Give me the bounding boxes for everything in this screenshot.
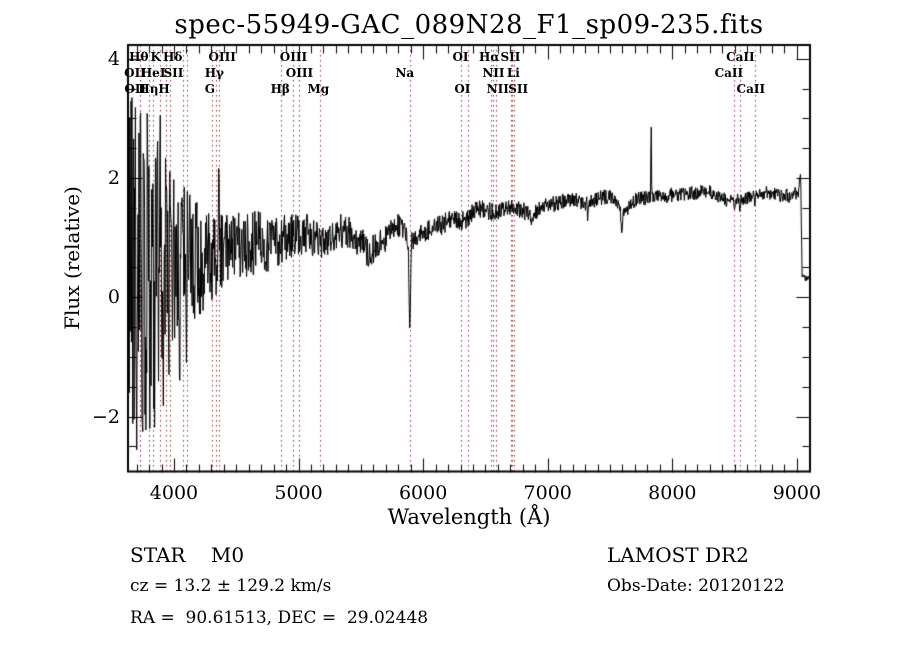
spectral-line-label: Mg [307,82,330,96]
obs-date-text: Obs-Date: 20120122 [607,576,785,596]
coordinates-text: RA = 90.61513, DEC = 29.02448 [130,608,429,628]
spectral-line-label: SII [500,50,521,64]
x-tick-label: 9000 [772,482,822,504]
spectral-line-label: OI [454,82,471,96]
spectral-line-label: OIII [285,66,314,80]
x-axis-label: Wavelength (Å) [387,505,551,529]
spectral-line-label: Li [506,66,520,80]
x-tick-label: 4000 [149,482,199,504]
spectral-line-label: SII [163,66,184,80]
spectral-line-label: OIII [208,50,236,64]
spectral-line-label: Hη [138,82,159,96]
spectral-line-label: G [204,82,215,96]
spectral-line-label: OII [124,82,147,96]
spectral-line-label: OIII [279,50,308,64]
spectral-line-label: Hγ [204,66,224,80]
x-tick-label: 7000 [523,482,572,504]
spectral-line-label: CaII [714,66,744,80]
y-tick-label: 4 [107,47,120,70]
x-tick-label: 5000 [274,482,323,504]
spectral-line-label: SII [508,82,529,96]
x-tick-label: 6000 [398,482,448,504]
spectral-line-label: NII [486,82,509,96]
spectral-line-label: CaII [736,82,766,96]
cz-text: cz = 13.2 ± 129.2 km/s [130,576,332,596]
spectral-line-label: Hα [478,50,500,64]
spectral-line-label: Na [395,66,415,80]
spectral-line-label: Hδ [163,50,183,64]
object-class-text: STAR M0 [130,543,245,567]
spectral-line-label: H [158,82,170,96]
spectral-line-label: Hθ [129,50,149,64]
spectral-line-label: K [150,50,161,64]
y-tick-label: 2 [107,167,120,190]
spectral-line-label: OII [124,66,146,80]
y-tick-label: −2 [91,405,120,428]
spectral-line-label: Hβ [270,82,290,96]
spectral-line-label: CaII [726,50,755,64]
survey-text: LAMOST DR2 [607,543,749,567]
spectral-line-label: OI [452,50,469,64]
x-tick-label: 8000 [648,482,697,504]
plot-title: spec-55949-GAC_089N28_F1_sp09-235.fits [174,10,764,40]
spectral-line-label: NII [482,66,505,80]
spectral-line-label: HeI [140,66,166,80]
y-tick-label: 0 [107,286,120,309]
